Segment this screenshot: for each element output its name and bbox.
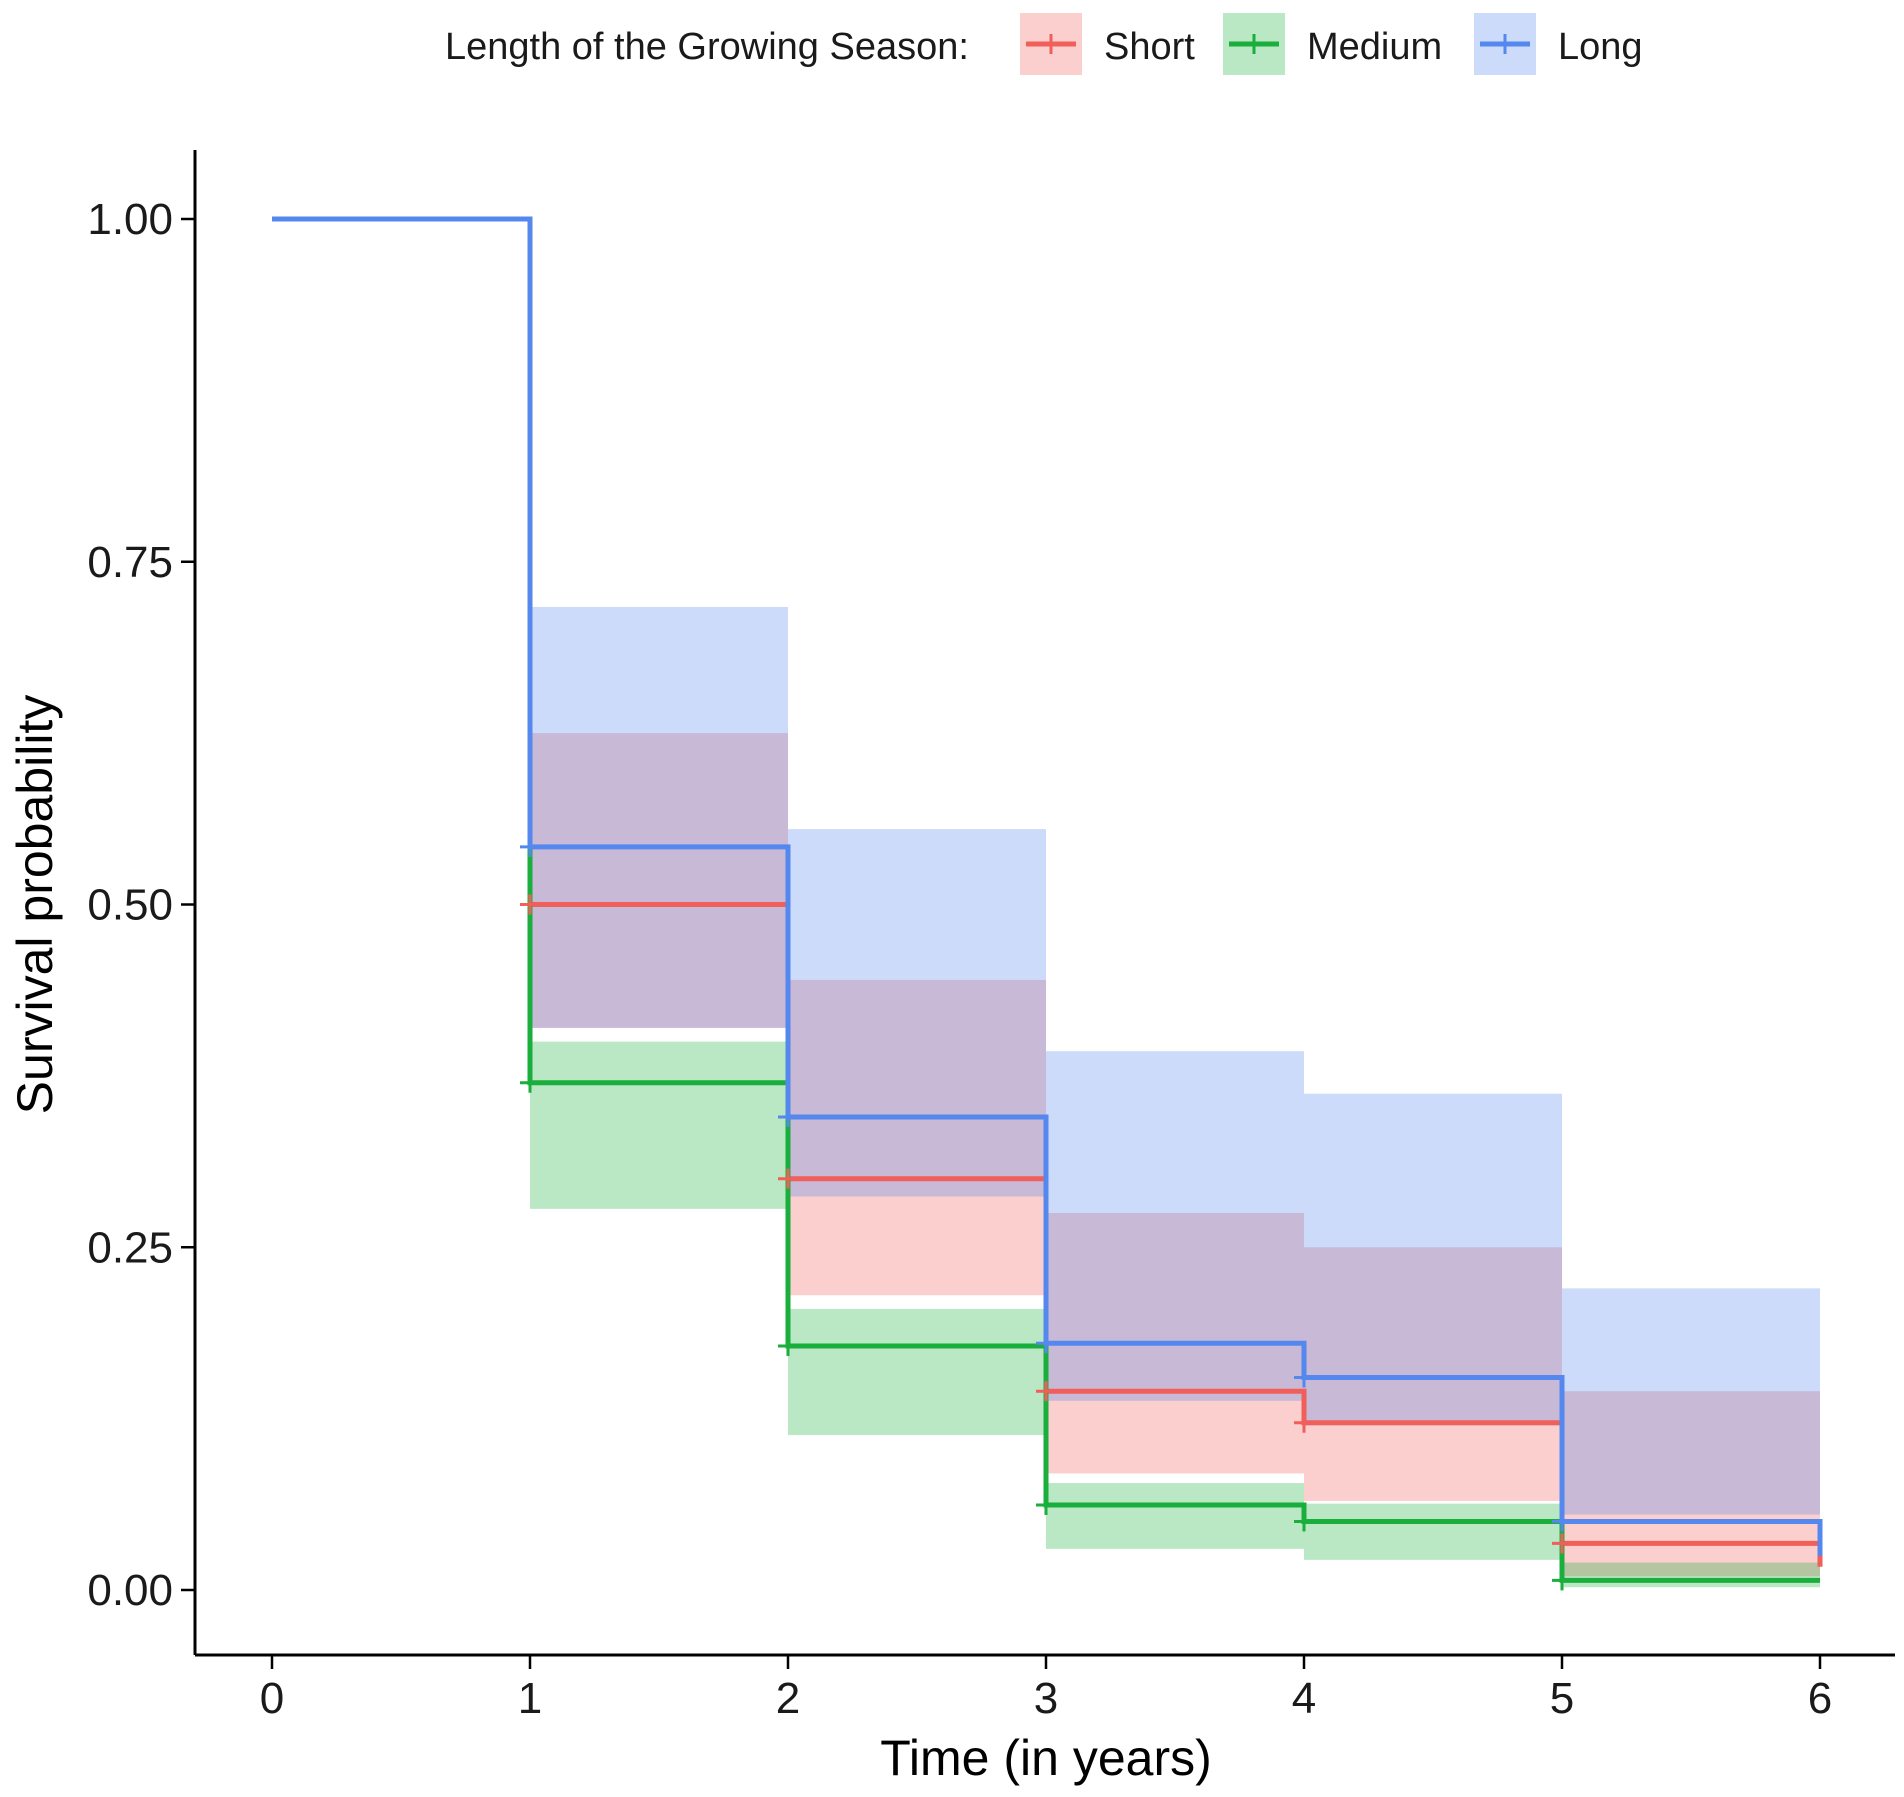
y-tick-label: 0.75: [87, 538, 173, 587]
ci-band-long: [1304, 1093, 1562, 1426]
y-tick-label: 0.25: [87, 1223, 173, 1272]
x-tick-label: 4: [1292, 1674, 1316, 1723]
ci-band-long: [1046, 1051, 1304, 1401]
legend-label-short: Short: [1104, 26, 1195, 68]
ci-band-long: [1562, 1288, 1820, 1515]
ci-band-long: [530, 606, 788, 1028]
x-tick-label: 1: [518, 1674, 542, 1723]
ci-band-medium: [1046, 1483, 1304, 1549]
ci-band-long: [788, 829, 1046, 1197]
ci-band-medium: [530, 1041, 788, 1209]
y-axis-title: Survival probability: [7, 695, 63, 1115]
ci-band-medium: [1304, 1503, 1562, 1560]
legend-label-long: Long: [1558, 26, 1643, 68]
x-ticks: 0 1 2 3 4 5 6: [260, 1655, 1832, 1723]
legend-label-medium: Medium: [1307, 26, 1442, 68]
ci-band-short: [530, 733, 788, 1028]
legend-items: Short Medium Long: [1020, 13, 1643, 75]
x-tick-label: 0: [260, 1674, 284, 1723]
y-ticks: 0.00 0.25 0.50 0.75 1.00: [87, 195, 195, 1615]
legend-title: Length of the Growing Season:: [445, 26, 969, 68]
ci-band-short: [788, 979, 1046, 1296]
ci-band-short: [1304, 1247, 1562, 1501]
ci-band-medium: [788, 1308, 1046, 1436]
confidence-bands: [530, 606, 1820, 1588]
y-tick-label: 0.50: [87, 881, 173, 930]
legend: Length of the Growing Season: Short Mediu…: [445, 13, 1643, 75]
ci-band-medium: [1562, 1562, 1820, 1588]
y-tick-label: 0.00: [87, 1566, 173, 1615]
x-tick-label: 2: [776, 1674, 800, 1723]
axes: 0 1 2 3 4 5 6 0.00 0.25 0.50 0.75 1.00: [87, 150, 1895, 1723]
x-tick-label: 5: [1550, 1674, 1574, 1723]
y-tick-label: 1.00: [87, 195, 173, 244]
x-axis-title: Time (in years): [880, 1730, 1212, 1786]
x-tick-label: 6: [1808, 1674, 1832, 1723]
censor-marks: [520, 836, 1572, 1591]
x-tick-label: 3: [1034, 1674, 1058, 1723]
